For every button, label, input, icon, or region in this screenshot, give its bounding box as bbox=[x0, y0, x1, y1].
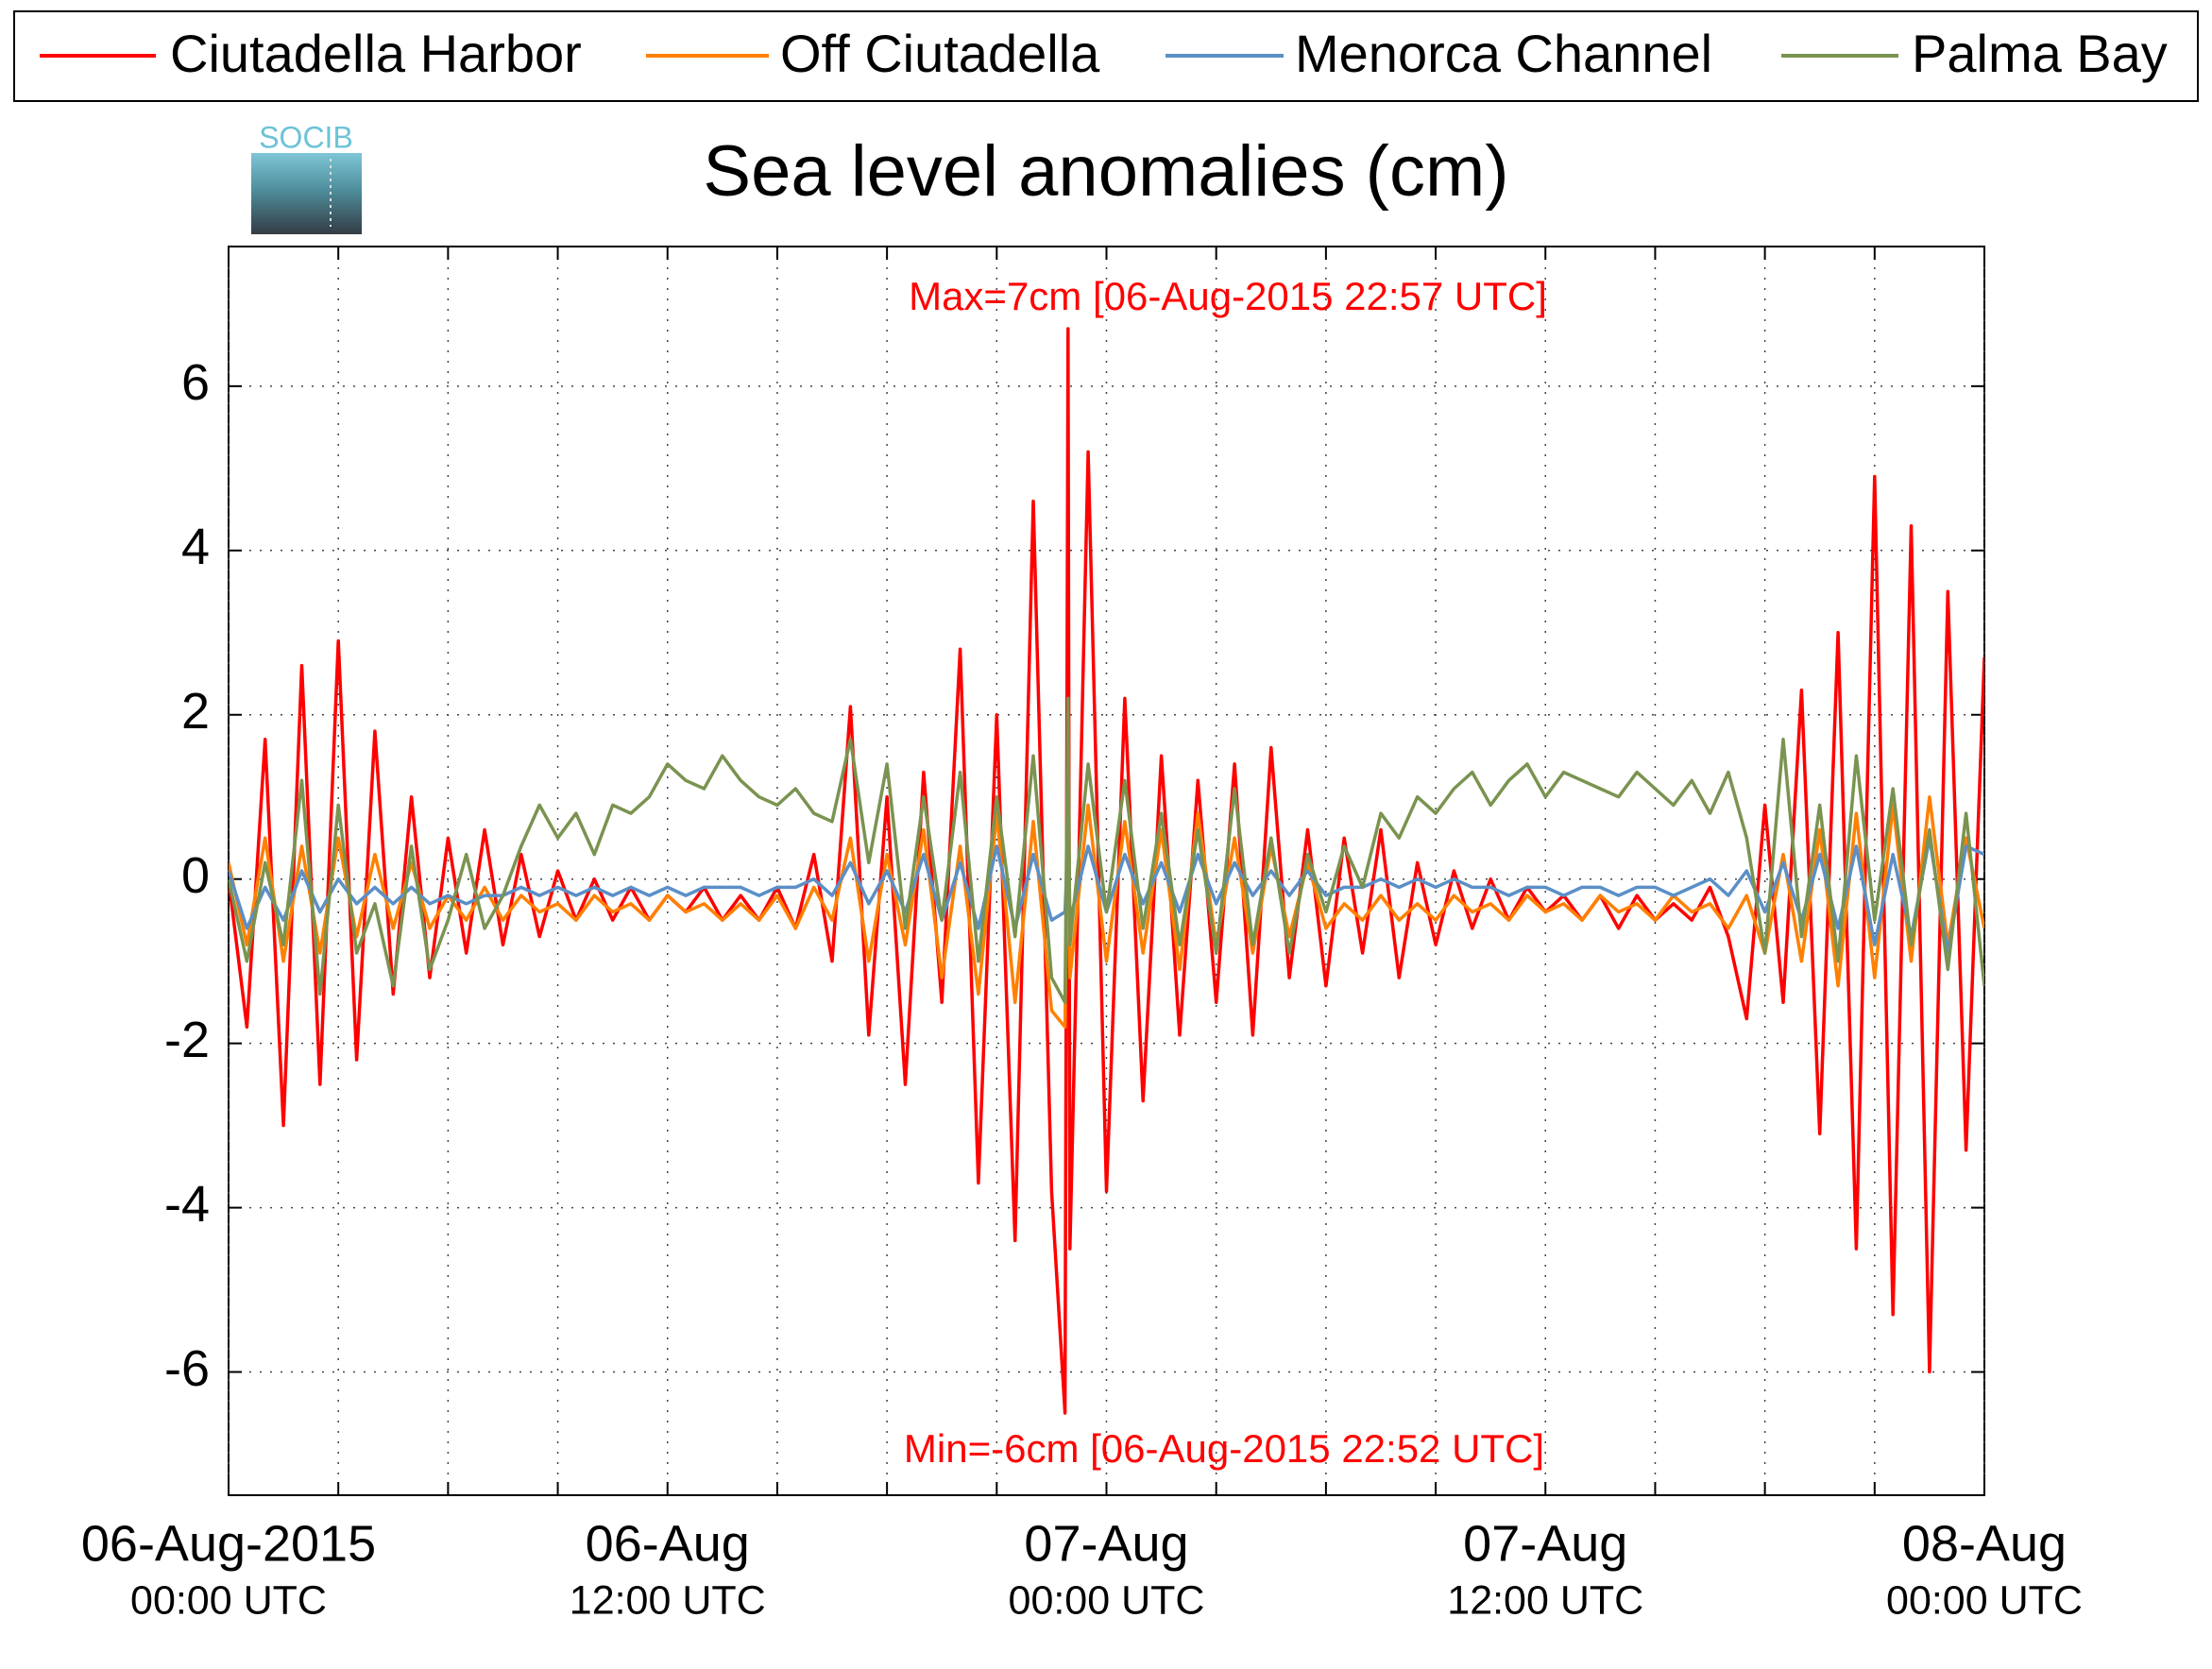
x-tick-sublabel: 00:00 UTC bbox=[1886, 1577, 2083, 1623]
series-line bbox=[229, 327, 1984, 1415]
legend-label: Palma Bay bbox=[1912, 24, 2168, 83]
y-tick-label: 0 bbox=[181, 847, 210, 904]
x-tick-sublabel: 12:00 UTC bbox=[1447, 1577, 1643, 1623]
x-tick-label: 07-Aug bbox=[1024, 1515, 1188, 1572]
y-tick-label: 4 bbox=[181, 519, 210, 575]
x-tick-label: 07-Aug bbox=[1463, 1515, 1627, 1572]
logo bbox=[251, 153, 362, 234]
x-tick-label: 06-Aug bbox=[586, 1515, 750, 1572]
annotation: Min=-6cm [06-Aug-2015 22:52 UTC] bbox=[904, 1426, 1544, 1471]
x-tick-sublabel: 00:00 UTC bbox=[130, 1577, 327, 1623]
x-tick-label: 06-Aug-2015 bbox=[81, 1515, 376, 1572]
x-tick-label: 08-Aug bbox=[1902, 1515, 2067, 1572]
y-tick-label: -6 bbox=[164, 1340, 210, 1397]
series-line bbox=[229, 836, 1984, 955]
legend-label: Off Ciutadella bbox=[780, 24, 1100, 83]
legend-label: Menorca Channel bbox=[1295, 24, 1712, 83]
logo-text: SOCIB bbox=[259, 120, 353, 154]
y-tick-label: -2 bbox=[164, 1012, 210, 1068]
series-line bbox=[229, 794, 1984, 1030]
legend-label: Ciutadella Harbor bbox=[170, 24, 582, 83]
annotation: Max=7cm [06-Aug-2015 22:57 UTC] bbox=[909, 274, 1547, 318]
y-tick-label: 2 bbox=[181, 683, 210, 740]
y-tick-label: 6 bbox=[181, 354, 210, 411]
series-line bbox=[229, 696, 1984, 1004]
x-tick-sublabel: 12:00 UTC bbox=[570, 1577, 766, 1623]
x-tick-sublabel: 00:00 UTC bbox=[1009, 1577, 1205, 1623]
y-tick-label: -4 bbox=[164, 1176, 210, 1233]
chart-title: Sea level anomalies (cm) bbox=[703, 131, 1508, 212]
